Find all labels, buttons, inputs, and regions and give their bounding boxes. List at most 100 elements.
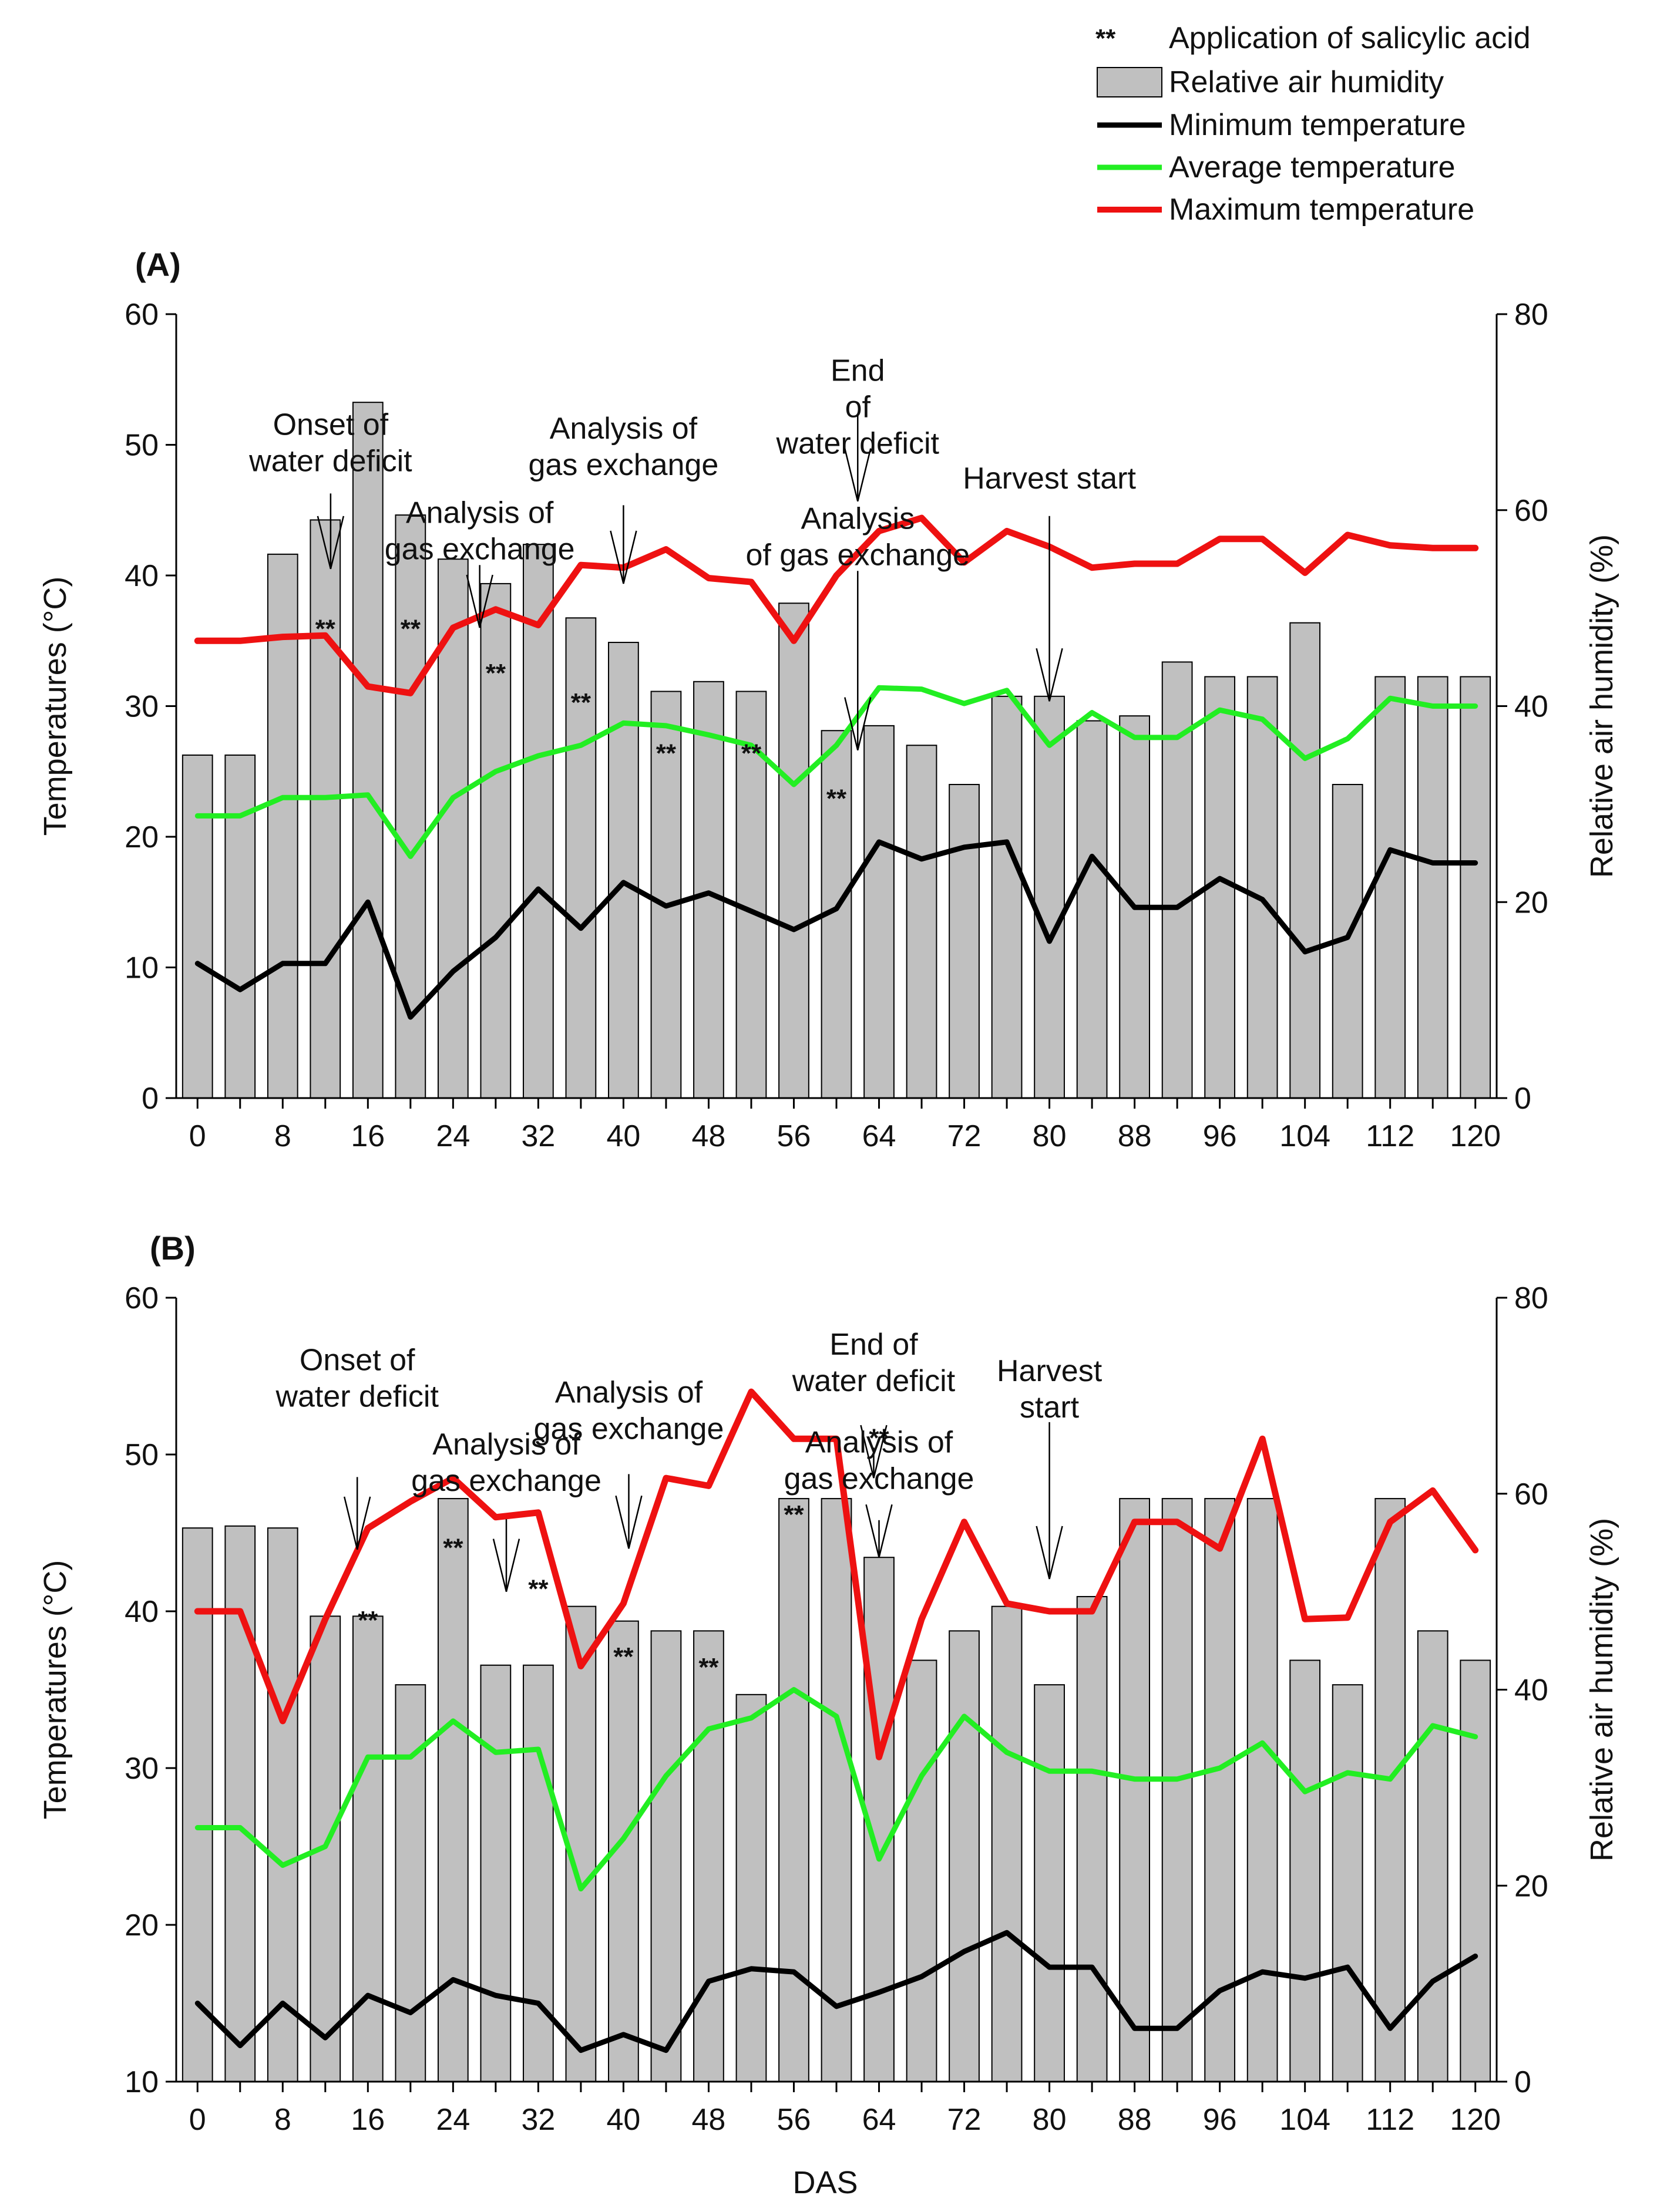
left-tick-label: 10 [125,951,159,985]
right-tick-label: 80 [1514,1281,1548,1315]
x-tick-label: 16 [351,1119,385,1153]
annotation-label: End of [829,1328,918,1362]
x-tick-label: 72 [947,1119,982,1153]
left-tick-label: 30 [125,690,159,724]
x-tick-label: 48 [692,1119,726,1153]
panel-b: (B) 10 20 30 40 50 60 0 20 40 60 80 0 8 16 24 32 40 48 56 64… [38,1230,1619,2137]
humidity-bar [1289,1659,1321,2082]
x-tick-label: 96 [1203,2103,1237,2137]
right-tick-label: 40 [1514,690,1548,724]
x-tick-label: 80 [1033,2103,1067,2137]
right-axis-title: Relative air humidity (%) [1584,1518,1619,1861]
left-tick-label: 50 [125,429,159,463]
humidity-bar [1161,1498,1193,2082]
legend-min-label: Minimum temperature [1169,108,1466,142]
annotation-arrow-head [610,530,637,584]
right-axis-title: Relative air humidity (%) [1584,534,1619,878]
humidity-bar [352,402,384,1099]
annotation-label: water deficit [275,1379,439,1413]
x-tick-label: 32 [521,1119,555,1153]
x-tick-label: 88 [1118,2103,1152,2137]
x-tick-label: 64 [862,2103,896,2137]
x-tick-label: 96 [1203,1119,1237,1153]
x-tick-label: 64 [862,1119,896,1153]
annotation-label: gas exchange [529,448,719,482]
annotation-label: Onset of [273,408,389,442]
left-tick-label: 20 [125,1908,159,1942]
annotation-label: water deficit [248,444,412,478]
annotation-label: start [1020,1391,1080,1425]
humidity-bar [352,1615,384,2082]
humidity-bar [949,784,980,1099]
humidity-bar [523,1664,554,2082]
humidity-bar [267,553,298,1099]
humidity-bar [991,1605,1023,2082]
right-tick-label: 80 [1514,298,1548,332]
avg-temperature-line [194,685,1478,859]
x-tick-label: 48 [692,2103,726,2137]
annotation-label: water deficit [792,1364,956,1398]
humidity-bar [395,514,426,1099]
x-tick-label: 104 [1279,2103,1330,2137]
humidity-bar [1034,695,1065,1099]
max-temperature-line [194,514,1479,696]
humidity-bar [863,725,895,1099]
annotation-label: Harvest start [963,462,1136,496]
annotation-arrow-head [317,516,345,570]
humidity-bar [437,1498,469,2082]
left-tick-label: 10 [125,2065,159,2099]
left-tick-label: 60 [125,1281,159,1315]
x-tick-label: 80 [1033,1119,1067,1153]
annotation-label: Analysis of [555,1376,703,1410]
humidity-bar [1076,720,1108,1099]
annotation-arrow-head [466,574,493,628]
salicylic-marker: ** [826,784,847,813]
annotation-arrow-head [844,448,872,502]
humidity-bar [1289,622,1321,1099]
annotation-arrow-head [865,1504,893,1558]
humidity-bar [1417,1630,1448,2082]
min-temperature-line [194,1930,1478,2053]
annotation-label: End [831,353,885,388]
salicylic-marker: ** [315,615,336,644]
annotation-label: Onset of [300,1343,415,1377]
annotation-arrow-head [343,1496,371,1550]
x-tick-label: 8 [274,2103,291,2137]
annotation-label: Analysis of [805,1426,953,1460]
x-tick-label: 120 [1450,1119,1501,1153]
right-tick-label: 40 [1514,1674,1548,1708]
salicylic-marker: ** [528,1575,549,1604]
legend-humidity-swatch [1097,67,1162,97]
left-axis-title: Temperatures (°C) [38,577,73,836]
x-tick-label: 112 [1366,2103,1414,2137]
x-tick-label: 32 [521,2103,555,2137]
x-tick-label: 40 [606,1119,640,1153]
humidity-bar [480,1664,512,2082]
left-tick-label: 50 [125,1438,159,1472]
legend: ** Application of salicylic acid Relativ… [1095,21,1531,227]
humidity-bar [778,1498,809,2082]
annotation-arrow-head [615,1495,643,1549]
x-tick-label: 0 [189,2103,206,2137]
right-tick-label: 20 [1514,1869,1548,1903]
salicylic-marker: ** [358,1606,378,1635]
humidity-bar [906,1659,937,2082]
salicylic-marker: ** [443,1534,463,1563]
humidity-bar [1460,1659,1491,2082]
humidity-bar [693,681,724,1099]
humidity-bar [735,1693,767,2082]
humidity-bar [693,1630,724,2082]
left-tick-label: 20 [125,820,159,854]
annotation-label: gas exchange [784,1462,974,1496]
panel-label: (A) [135,246,181,283]
humidity-bar [267,1527,298,2082]
salicylic-marker: ** [784,1500,804,1529]
salicylic-marker: ** [571,688,591,717]
humidity-bar [310,519,341,1099]
x-axis-title: DAS [792,2165,858,2200]
humidity-bar [1119,1498,1150,2082]
legend-max-label: Maximum temperature [1169,193,1474,227]
humidity-bar [650,1630,682,2082]
humidity-bar [182,754,213,1099]
legend-humidity-label: Relative air humidity [1169,65,1444,99]
